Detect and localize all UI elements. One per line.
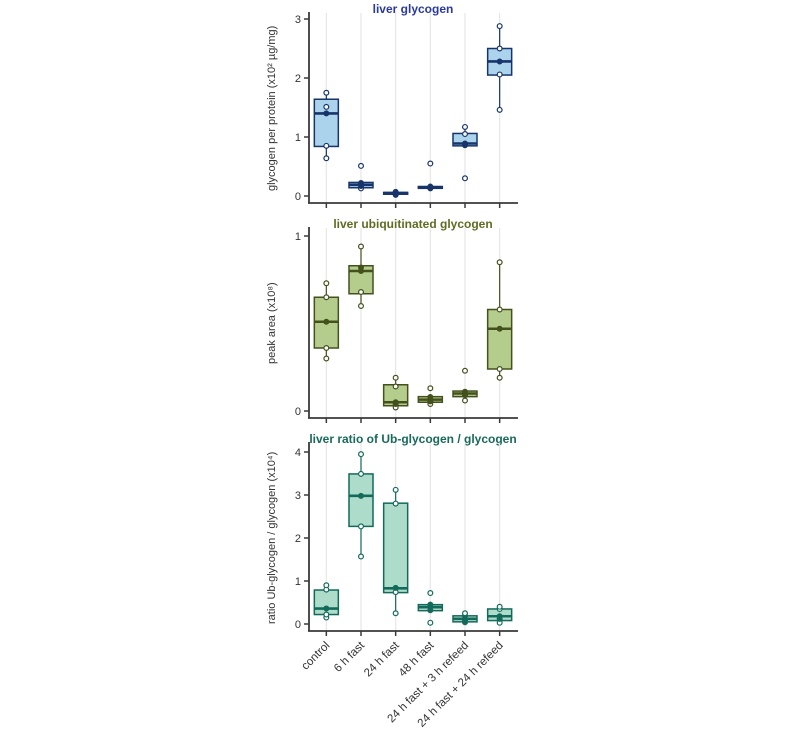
- y-tick-label: 2: [295, 73, 301, 85]
- data-point: [323, 155, 330, 162]
- data-point: [462, 397, 469, 404]
- y-tick-label: 0: [295, 191, 301, 203]
- data-point: [462, 175, 469, 182]
- boxplot-figure: liver glycogen glycogen per protein (x10…: [260, 0, 540, 735]
- data-point: [427, 601, 434, 608]
- data-point: [462, 140, 469, 147]
- data-point: [323, 605, 330, 612]
- data-point: [496, 325, 503, 332]
- data-point: [357, 264, 364, 271]
- data-point: [496, 23, 503, 30]
- data-point: [357, 180, 364, 187]
- data-point: [357, 451, 364, 458]
- y-tick-label: 1: [295, 576, 301, 588]
- x-category-label: control: [300, 640, 333, 673]
- data-point: [323, 89, 330, 96]
- data-point: [427, 385, 434, 392]
- chart-ratio-ub-glycogen: liver ratio of Ub-glycogen / glycogen ra…: [260, 430, 540, 735]
- data-point: [357, 302, 364, 309]
- y-tick-label: 4: [295, 447, 301, 459]
- data-point: [427, 394, 434, 401]
- data-point: [323, 103, 330, 110]
- data-point: [323, 142, 330, 149]
- data-point: [496, 106, 503, 113]
- data-point: [323, 611, 330, 618]
- box-24 h fast: [382, 502, 409, 594]
- data-point: [392, 383, 399, 390]
- data-point: [496, 259, 503, 266]
- y-tick-label: 3: [295, 14, 301, 26]
- data-point: [357, 470, 364, 477]
- data-point: [357, 553, 364, 560]
- data-point: [357, 523, 364, 530]
- chart-plot-area: 01: [295, 227, 518, 423]
- data-point: [392, 610, 399, 617]
- data-point: [392, 399, 399, 406]
- data-point: [357, 492, 364, 499]
- data-point: [462, 131, 469, 138]
- data-point: [462, 123, 469, 130]
- data-point: [392, 188, 399, 195]
- data-point: [496, 613, 503, 620]
- x-category-label: 24 h fast: [362, 639, 402, 679]
- chart-liver-glycogen: liver glycogen glycogen per protein (x10…: [260, 0, 540, 215]
- data-point: [427, 160, 434, 167]
- data-point: [323, 355, 330, 362]
- y-tick-label: 1: [295, 132, 301, 144]
- chart-title: liver glycogen: [372, 2, 454, 16]
- data-point: [462, 610, 469, 617]
- data-point: [357, 243, 364, 250]
- data-point: [496, 58, 503, 65]
- data-point: [357, 162, 364, 169]
- data-point: [392, 500, 399, 507]
- chart-liver-ubiquitinated-glycogen: liver ubiquitinated glycogen peak area (…: [260, 215, 540, 430]
- data-point: [392, 374, 399, 381]
- y-tick-label: 0: [295, 406, 301, 418]
- data-point: [392, 584, 399, 591]
- y-tick-label: 1: [295, 231, 301, 243]
- box-6 h fast: [348, 473, 374, 528]
- data-point: [496, 374, 503, 381]
- data-point: [496, 366, 503, 373]
- chart-plot-area: 0 1 2 3: [295, 12, 518, 208]
- data-point: [323, 582, 330, 589]
- data-point: [323, 318, 330, 325]
- data-point: [427, 590, 434, 597]
- y-tick-label: 2: [295, 533, 301, 545]
- data-point: [323, 345, 330, 352]
- data-point: [392, 486, 399, 493]
- data-point: [323, 110, 330, 117]
- data-point: [427, 619, 434, 626]
- data-point: [357, 288, 364, 295]
- box-control: [313, 589, 340, 616]
- chart-title: liver ratio of Ub-glycogen / glycogen: [309, 432, 517, 446]
- data-point: [462, 388, 469, 395]
- chart-title: liver ubiquitinated glycogen: [333, 217, 493, 231]
- y-tick-label: 0: [295, 619, 301, 631]
- data-point: [496, 306, 503, 313]
- data-point: [496, 71, 503, 78]
- data-point: [496, 603, 503, 610]
- y-tick-label: 3: [295, 490, 301, 502]
- data-point: [496, 45, 503, 52]
- data-point: [323, 280, 330, 287]
- data-point: [427, 183, 434, 190]
- box-24 h fast + 24 h refeed: [486, 308, 513, 370]
- data-point: [462, 367, 469, 374]
- data-point: [323, 294, 330, 301]
